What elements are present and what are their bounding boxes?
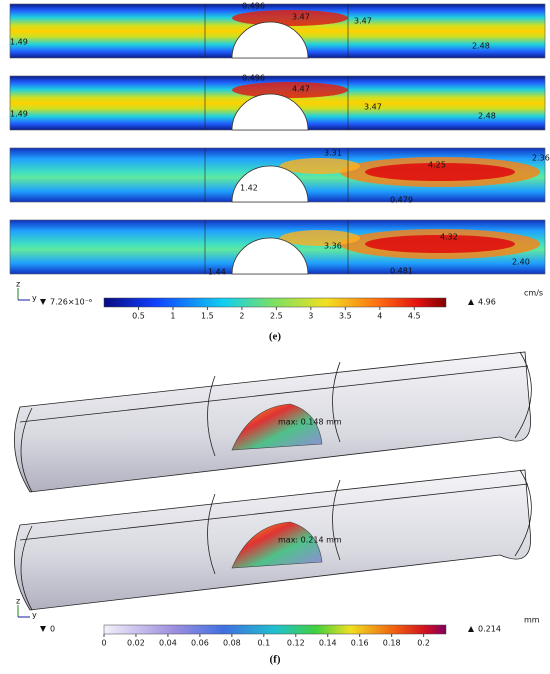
colorbar-tick-label: 0.02 [127, 639, 145, 648]
obstacle [231, 21, 309, 59]
contour-label: 1.49 [10, 110, 28, 119]
max-label: max: 0.148 mm [278, 418, 342, 427]
deformed-obstacle [231, 403, 323, 451]
contour-label: 4.47 [292, 85, 310, 94]
section-ring [207, 375, 216, 457]
contour-label: 0.481 [390, 267, 413, 276]
contour-label: 3.36 [324, 242, 342, 251]
contour-label: 3.31 [324, 149, 342, 158]
colorbar-unit: cm/s [524, 289, 543, 298]
colorbar-tick-label: 0.5 [132, 312, 145, 321]
contour-label: 0.496 [242, 2, 265, 11]
colorbar-tick-label: 1.5 [201, 312, 214, 321]
colorbar-tick-label: 4 [377, 312, 382, 321]
colorbar-tick-label: 0 [101, 639, 106, 648]
tube-rim [514, 351, 532, 439]
contour-label: 1.42 [240, 184, 258, 193]
tube-rim [20, 407, 33, 493]
colorbar-tick-label: 0.08 [223, 639, 241, 648]
tubes: max: 0.148 mm max: 0.214 mm [14, 351, 532, 611]
colorbar-tick-label: 1 [170, 312, 175, 321]
obstacle [231, 165, 309, 203]
colorbar-min: 7.26×10⁻⁶ [50, 298, 92, 307]
colorbar-tick-label: 0.04 [159, 639, 177, 648]
min-marker [40, 626, 46, 632]
max-label: max: 0.214 mm [278, 536, 342, 545]
colorbar-tick-label: 0.14 [319, 639, 337, 648]
section-ring [332, 361, 341, 443]
contour-label: 4.32 [440, 233, 458, 242]
axis-label: y [32, 294, 37, 303]
velocity-strips: 0.496 3.47 3.47 1.49 2.48 0.496 4.47 1.49 3.47 2.… [9, 2, 550, 277]
contour-label: 2.40 [512, 258, 530, 267]
panel-label: (e) [269, 331, 282, 343]
contour-label: 3.47 [292, 13, 310, 22]
contour-label: 4.25 [428, 161, 446, 170]
deformed-obstacle [231, 521, 323, 569]
warm-zone [280, 158, 360, 174]
min-marker [40, 299, 46, 305]
tube-edge [19, 365, 529, 423]
section-ring [207, 493, 216, 575]
colorbar-tick-label: 3 [308, 312, 313, 321]
colorbar-tick-label: 0.06 [191, 639, 209, 648]
colorbar-tick-label: 4.5 [408, 312, 421, 321]
max-marker [468, 626, 474, 632]
warm-zone [280, 230, 360, 246]
obstacle [231, 93, 309, 131]
tube-rim [20, 525, 33, 611]
axis-label: z [16, 597, 20, 606]
tube: max: 0.148 mm [14, 351, 532, 493]
max-marker [468, 299, 474, 305]
colorbar [103, 297, 447, 308]
hot-zone [365, 163, 515, 181]
colorbar-tick-label: 2.5 [270, 312, 283, 321]
contour-label: 0.496 [242, 74, 265, 83]
colorbar-tick-label: 3.5 [339, 312, 352, 321]
colorbar-max: 4.96 [478, 298, 496, 307]
panel-label: (f) [270, 654, 281, 666]
colorbar-tick-label: 2 [239, 312, 244, 321]
obstacle [231, 237, 309, 275]
contour-label: 2.48 [472, 42, 490, 51]
section-ring [332, 479, 341, 561]
colorbar-max: 0.214 [478, 625, 501, 634]
colorbar-min: 0 [50, 625, 55, 634]
colorbar-unit: mm [524, 616, 540, 625]
tube-rim [514, 469, 532, 557]
hot-zone [365, 235, 515, 253]
hot-zone [232, 82, 348, 98]
colorbar-tick-label: 0.12 [287, 639, 305, 648]
tube-edge [19, 483, 529, 541]
contour-label: 2.48 [478, 112, 496, 121]
axis-label: z [16, 280, 20, 289]
axis-label: y [32, 611, 37, 620]
colorbar-tick-label: 0.18 [383, 639, 401, 648]
colorbar-tick-label: 0.2 [417, 639, 430, 648]
contour-label: 1.44 [208, 268, 226, 277]
contour-label: 2.36 [532, 154, 550, 163]
colorbars: z y z y 0.5 1 1.5 2 2.5 3 3.5 4 4.5 7.26×10⁻⁶ 4.96 cm/s… [16, 280, 543, 666]
contour-label: 0.479 [390, 196, 413, 205]
contour-label: 3.47 [354, 17, 372, 26]
colorbar [103, 624, 447, 635]
hot-zone [232, 10, 348, 26]
tube: max: 0.214 mm [14, 469, 532, 611]
contour-label: 1.49 [10, 38, 28, 47]
colorbar-tick-label: 0.16 [351, 639, 369, 648]
contour-label: 3.47 [364, 103, 382, 112]
colorbar-tick-label: 0.1 [257, 639, 270, 648]
